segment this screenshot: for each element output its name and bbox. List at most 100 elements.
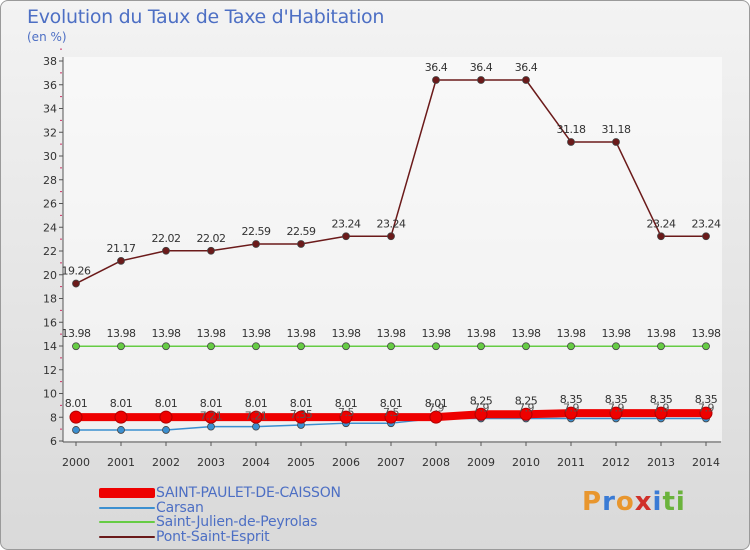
y-tick-label: 26 [43, 198, 57, 211]
data-label: 23.24 [377, 217, 406, 230]
data-label: 23.24 [332, 217, 361, 230]
data-point [567, 138, 575, 146]
data-point [429, 410, 443, 424]
data-label: 7.21 [245, 410, 268, 423]
x-tick-label: 2003 [197, 456, 225, 469]
data-point [162, 342, 170, 351]
data-label: 13.98 [377, 327, 406, 340]
data-label: 8.35 [695, 393, 718, 406]
data-point [342, 342, 350, 351]
data-label: 19.26 [62, 265, 91, 278]
data-point [249, 410, 263, 424]
plot-area [63, 57, 722, 441]
data-label: 13.98 [152, 327, 181, 340]
legend-swatch [99, 521, 155, 524]
data-label: 7.9 [428, 401, 444, 414]
data-label: 23.24 [692, 217, 721, 230]
data-label: 22.59 [242, 225, 271, 238]
data-label: 13.98 [467, 327, 496, 340]
legend-item: Saint-Julien-de-Peyrolas [99, 514, 341, 531]
logo-letter: o [615, 487, 635, 517]
data-label: 13.98 [692, 327, 721, 340]
data-point [159, 410, 173, 424]
data-point [339, 410, 353, 424]
data-label: 8.35 [560, 393, 583, 406]
data-point [342, 232, 350, 241]
data-point [432, 76, 440, 84]
y-tick-label: 32 [43, 126, 57, 139]
data-label: 31.18 [602, 123, 631, 136]
chart-subtitle: (en %) [27, 30, 67, 44]
data-label: 21.17 [107, 242, 136, 255]
x-tick-label: 2007 [377, 456, 405, 469]
data-point [432, 342, 440, 351]
legend-label: Pont-Saint-Esprit [156, 528, 270, 545]
data-point [702, 342, 710, 351]
data-label: 22.59 [287, 225, 316, 238]
x-tick-label: 2014 [692, 456, 720, 469]
logo-letter: x [634, 487, 653, 517]
y-tick-label: 14 [43, 340, 57, 353]
legend-item: SAINT-PAULET-DE-CAISSON [99, 485, 341, 502]
data-label: 8.01 [425, 397, 448, 410]
data-point [609, 406, 623, 420]
data-label: 8.01 [335, 397, 358, 410]
data-label: 8.01 [110, 397, 133, 410]
data-point [522, 342, 530, 351]
legend-label: Saint-Julien-de-Peyrolas [156, 514, 318, 531]
x-tick-label: 2004 [242, 456, 270, 469]
y-tick-label: 38 [43, 55, 57, 68]
data-point [657, 232, 665, 241]
y-tick-label: 6 [50, 435, 57, 448]
proxiti-logo: Proxiti [582, 487, 686, 517]
x-tick-label: 2001 [107, 456, 135, 469]
data-label: 7.35 [290, 408, 313, 421]
data-label: 8.25 [470, 394, 493, 407]
data-label: 13.98 [197, 327, 226, 340]
y-tick-label: 28 [43, 174, 57, 187]
x-tick-label: 2008 [422, 456, 450, 469]
legend-item: Pont-Saint-Esprit [99, 528, 341, 545]
y-tick-label: 18 [43, 293, 57, 306]
y-tick-label: 36 [43, 79, 57, 92]
x-tick-label: 2005 [287, 456, 315, 469]
data-point [477, 76, 485, 84]
data-point [114, 410, 128, 424]
data-point [612, 138, 620, 146]
data-label: 7.5 [338, 406, 354, 419]
logo-letter: P [582, 487, 603, 517]
data-point [207, 342, 215, 351]
data-point [387, 342, 395, 351]
data-point [69, 410, 83, 424]
x-tick-label: 2013 [647, 456, 675, 469]
data-point [522, 76, 530, 84]
data-label: 7.9 [518, 401, 534, 414]
data-point [72, 426, 80, 434]
data-point [519, 407, 533, 421]
logo-letter: t [662, 487, 676, 517]
data-point [204, 410, 218, 424]
data-label: 8.01 [200, 397, 223, 410]
data-label: 13.98 [242, 327, 271, 340]
y-tick-label: 16 [43, 316, 57, 329]
y-tick-label: 30 [43, 150, 57, 163]
data-point [474, 407, 488, 421]
data-point [567, 342, 575, 351]
legend-label: SAINT-PAULET-DE-CAISSON [156, 485, 341, 502]
legend-swatch [99, 488, 155, 499]
data-label: 36.4 [515, 61, 538, 74]
data-point [297, 240, 305, 248]
data-point [564, 406, 578, 420]
data-point [162, 426, 170, 434]
data-label: 8.01 [290, 397, 313, 410]
data-point [612, 342, 620, 351]
logo-letter: i [652, 487, 663, 517]
data-label: 23.24 [647, 217, 676, 230]
y-tick-label: 8 [50, 411, 57, 424]
data-label: 8.01 [245, 397, 268, 410]
legend-item: Carsan [99, 500, 341, 516]
data-point [117, 256, 125, 265]
y-tick-label: 10 [43, 388, 57, 401]
